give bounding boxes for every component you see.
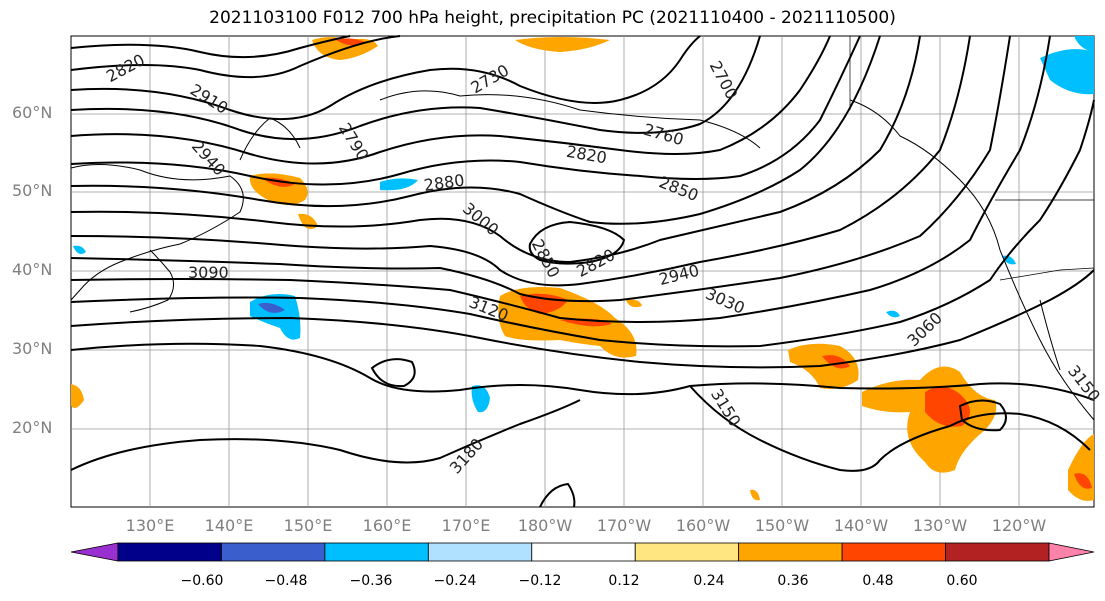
colorbar-segment <box>738 542 843 562</box>
colorbar-tick-label: −0.12 <box>518 573 562 589</box>
colorbar-tick-label: 0.12 <box>608 573 640 589</box>
precip-negative-area <box>471 385 490 413</box>
border <box>999 267 1095 281</box>
coastline-asia <box>70 163 244 301</box>
height-contours <box>70 35 1095 508</box>
precip-positive-area <box>862 366 997 473</box>
height-contour <box>70 35 861 186</box>
longitude-label: 160°W <box>675 516 731 535</box>
longitude-label: 160°E <box>362 516 412 535</box>
colorbar-tick-label: −0.60 <box>180 573 224 589</box>
precip-positive-area <box>750 489 760 501</box>
colorbar-segment <box>324 542 429 562</box>
precip-positive-area <box>1074 473 1092 489</box>
precip-negative-area <box>258 302 285 313</box>
precip-negative-area <box>1074 36 1094 52</box>
longitude-label: 150°W <box>754 516 810 535</box>
height-contour <box>528 220 626 265</box>
precip-positive-area <box>249 173 308 205</box>
height-contour <box>70 399 581 471</box>
colorbar-tick-label: 0.48 <box>862 573 894 589</box>
colorbar-extend-high <box>1048 542 1095 562</box>
height-contour <box>70 99 1095 348</box>
latitude-label: 40°N <box>12 260 53 279</box>
precip-positive-area <box>822 355 850 369</box>
longitude-label: 170°E <box>441 516 491 535</box>
height-contour <box>70 35 761 141</box>
height-contour <box>689 385 1091 472</box>
precip-negative-area <box>380 178 418 191</box>
height-contour <box>70 35 881 225</box>
colorbar-segment <box>841 542 946 562</box>
coastline-alaska <box>379 90 761 149</box>
height-contour <box>70 35 401 79</box>
height-contour <box>70 35 351 59</box>
colorbar-extend-low <box>70 542 119 562</box>
height-contour <box>70 35 971 287</box>
colorbar <box>70 542 1095 562</box>
height-contour <box>70 342 1095 401</box>
colorbar-segment <box>945 542 1050 562</box>
latitude-label: 30°N <box>12 339 53 358</box>
longitude-label: 140°W <box>833 516 889 535</box>
colorbar-tick-label: 0.24 <box>693 573 725 589</box>
height-contour <box>70 35 921 264</box>
height-contour <box>70 35 1011 303</box>
precip-negative-area <box>886 310 900 318</box>
height-contour <box>958 399 1007 432</box>
colorbar-tick-label: 0.60 <box>946 573 978 589</box>
precip-positive-area <box>925 386 970 427</box>
colorbar-tick-label: −0.48 <box>264 573 308 589</box>
longitude-label: 130°E <box>125 516 175 535</box>
colorbar-segment <box>531 542 636 562</box>
precip-negative-area <box>1040 49 1094 95</box>
longitude-label: 130°W <box>912 516 968 535</box>
latitude-label: 50°N <box>12 181 53 200</box>
longitude-label: 150°E <box>283 516 333 535</box>
height-contour <box>370 358 416 388</box>
longitude-label: 140°E <box>204 516 254 535</box>
height-contour <box>70 35 1051 323</box>
precip-positive-area <box>71 384 84 408</box>
precip-positive-area <box>520 293 568 314</box>
longitude-label: 170°W <box>596 516 652 535</box>
colorbar-segment <box>634 542 740 562</box>
height-contour <box>70 35 701 121</box>
colorbar-segment <box>427 542 533 562</box>
coastline-north-america <box>849 99 1095 421</box>
precip-positive-area <box>626 299 642 308</box>
height-contour <box>70 269 1095 369</box>
height-contour <box>70 35 831 165</box>
contour-label: 3090 <box>188 263 229 282</box>
colorbar-tick-label: −0.24 <box>433 573 477 589</box>
coastline-baja <box>1039 299 1061 371</box>
latitude-label: 20°N <box>12 418 53 437</box>
precip-positive-area <box>515 37 610 52</box>
colorbar-segment <box>117 542 222 562</box>
colorbar-segment <box>221 542 326 562</box>
latitude-label: 60°N <box>12 103 53 122</box>
longitude-label: 180°W <box>517 516 573 535</box>
map-title: 2021103100 F012 700 hPa height, precipit… <box>209 8 896 28</box>
borders <box>849 36 1095 281</box>
colorbar-tick-label: 0.36 <box>777 573 809 589</box>
longitude-label: 120°W <box>991 516 1047 535</box>
height-contour <box>539 482 576 508</box>
precip-negative-area <box>73 245 86 254</box>
colorbar-tick-label: −0.36 <box>349 573 393 589</box>
